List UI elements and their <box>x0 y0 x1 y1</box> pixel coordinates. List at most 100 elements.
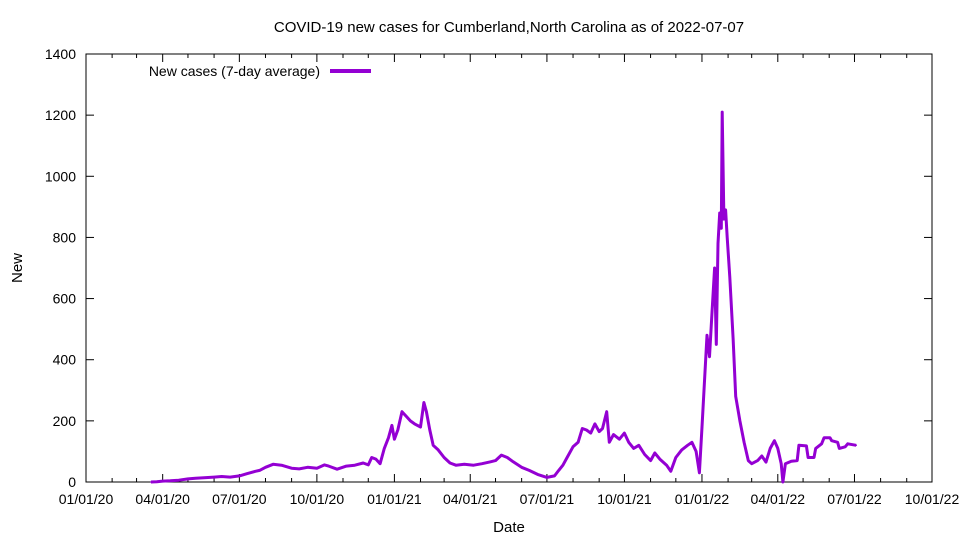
data-point <box>362 462 365 464</box>
data-point <box>659 458 661 460</box>
data-point <box>546 476 548 479</box>
x-tick-label: 07/01/21 <box>520 491 575 507</box>
data-point <box>855 444 857 447</box>
x-tick-label: 04/01/21 <box>443 491 498 507</box>
data-point <box>739 420 741 422</box>
data-point <box>665 464 668 467</box>
data-point <box>717 242 719 245</box>
data-point <box>675 456 677 459</box>
x-tick-label: 10/01/22 <box>905 491 960 507</box>
data-point <box>618 438 621 441</box>
y-tick-label: 800 <box>53 229 77 245</box>
data-point <box>708 355 711 358</box>
data-point <box>472 464 475 467</box>
y-axis: 0 200 400 600 800 1000 1200 1400 <box>45 46 932 490</box>
data-point <box>723 218 725 220</box>
data-point <box>229 476 231 478</box>
data-point <box>718 212 721 214</box>
data-point <box>238 475 241 477</box>
data-point <box>391 424 393 427</box>
data-point <box>711 310 713 312</box>
data-point <box>829 436 831 439</box>
data-point <box>280 464 283 467</box>
data-point <box>601 427 604 430</box>
data-point <box>336 468 338 471</box>
data-point <box>298 468 301 470</box>
legend-label: New cases (7-day average) <box>149 63 320 79</box>
data-point <box>780 462 782 465</box>
y-tick-label: 1400 <box>45 46 76 62</box>
x-tick-label: 10/01/20 <box>290 491 345 507</box>
data-point <box>721 111 723 113</box>
data-point <box>701 426 703 428</box>
data-point <box>695 450 697 453</box>
x-axis-label: Date <box>493 519 525 536</box>
legend: New cases (7-day average) <box>149 63 371 79</box>
y-tick-label: 200 <box>53 413 77 429</box>
data-point <box>761 455 763 457</box>
data-point <box>577 441 579 444</box>
data-point <box>177 479 180 482</box>
data-point <box>594 423 596 425</box>
data-point <box>367 464 370 466</box>
data-point <box>605 410 608 413</box>
data-point <box>844 446 846 448</box>
data-point <box>397 429 399 431</box>
data-point <box>370 456 373 459</box>
data-point <box>572 446 574 448</box>
data-point <box>520 466 523 469</box>
data-point <box>743 441 745 444</box>
data-point <box>557 469 560 472</box>
data-point <box>773 439 776 442</box>
data-point <box>732 337 734 340</box>
data-point <box>387 436 390 439</box>
data-point <box>823 436 825 439</box>
data-point <box>836 441 839 444</box>
data-point <box>729 276 731 279</box>
data-point <box>345 465 348 467</box>
data-point <box>654 452 656 454</box>
data-point <box>698 472 701 474</box>
x-tick-label: 04/01/22 <box>751 491 806 507</box>
data-point <box>536 473 539 476</box>
data-point <box>354 464 356 467</box>
y-tick-label: 1000 <box>45 168 76 184</box>
data-point <box>156 480 158 483</box>
data-point <box>713 267 716 269</box>
data-point <box>581 427 584 430</box>
data-point <box>686 444 689 447</box>
data-point <box>566 456 568 459</box>
data-point <box>393 438 396 441</box>
y-tick-label: 1200 <box>45 107 76 123</box>
data-point <box>784 462 787 465</box>
y-tick-label: 0 <box>68 474 76 490</box>
data-point <box>383 447 386 450</box>
data-point <box>798 444 800 447</box>
series-line <box>150 110 857 484</box>
data-point <box>401 410 403 413</box>
data-point <box>379 462 381 465</box>
data-point <box>290 467 293 470</box>
x-axis: 01/01/20 04/01/20 07/01/20 10/01/20 01/01/21… <box>59 54 960 507</box>
x-tick-label: 01/01/20 <box>59 491 114 507</box>
data-point <box>670 470 672 473</box>
data-point <box>316 467 318 470</box>
data-point <box>494 459 497 462</box>
data-point <box>169 480 172 482</box>
x-tick-label: 04/01/20 <box>135 491 190 507</box>
y-axis-label: New <box>9 253 26 283</box>
data-point <box>463 463 466 466</box>
data-point <box>246 472 248 475</box>
data-point <box>429 429 431 431</box>
data-point <box>585 429 588 431</box>
data-point <box>814 447 817 450</box>
data-point <box>643 453 646 456</box>
data-point <box>589 432 592 434</box>
data-point <box>703 380 706 382</box>
data-point <box>150 481 152 483</box>
data-point <box>715 343 718 346</box>
data-point <box>813 456 815 459</box>
data-point <box>443 456 445 459</box>
x-tick-label: 01/01/21 <box>367 491 422 507</box>
series-layer <box>150 110 857 484</box>
